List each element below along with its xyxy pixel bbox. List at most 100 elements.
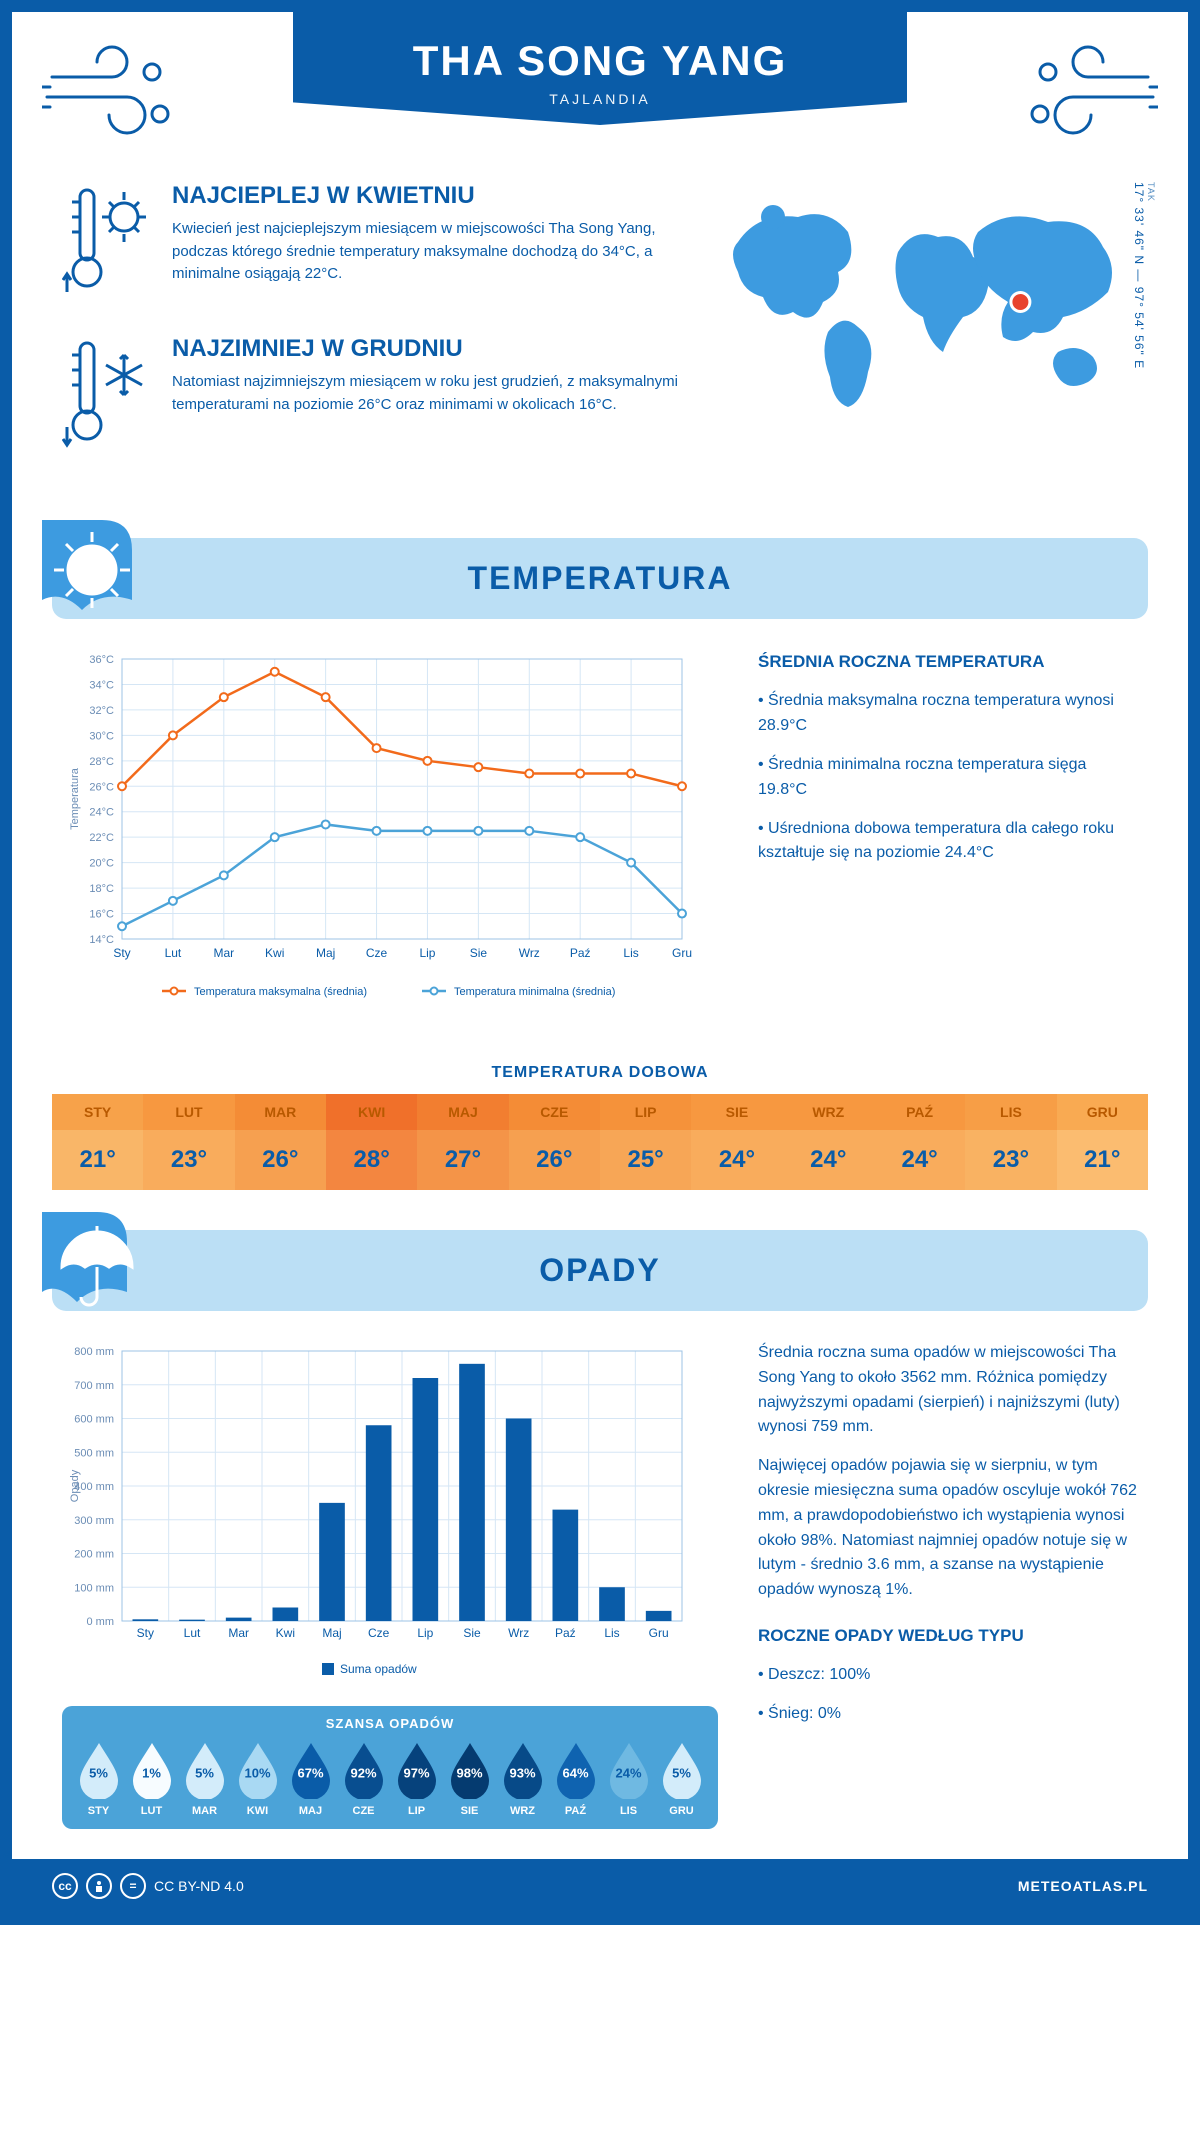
daily-temp-value: 28°	[326, 1130, 417, 1190]
svg-text:28°C: 28°C	[89, 756, 114, 768]
coldest-block: NAJZIMNIEJ W GRUDNIU Natomiast najzimnie…	[62, 335, 688, 460]
daily-temp-value: 23°	[965, 1130, 1056, 1190]
rain-chance-cell: 24% LIS	[602, 1741, 655, 1817]
rain-chance-value: 5%	[195, 1765, 214, 1780]
brand: METEOATLAS.PL	[1018, 1878, 1148, 1894]
rain-chance-cell: 5% GRU	[655, 1741, 708, 1817]
daily-temp-value: 21°	[52, 1130, 143, 1190]
svg-text:Gru: Gru	[649, 1626, 669, 1640]
rain-chance-value: 93%	[509, 1765, 535, 1780]
rain-chance-cell: 1% LUT	[125, 1741, 178, 1817]
raindrop-icon: 1%	[129, 1741, 175, 1799]
svg-text:Mar: Mar	[213, 946, 234, 960]
rain-chance-cell: 10% KWI	[231, 1741, 284, 1817]
rain-chance-value: 10%	[244, 1765, 270, 1780]
daily-temp-month: LUT	[143, 1094, 234, 1130]
umbrella-icon	[42, 1212, 162, 1322]
svg-text:Kwi: Kwi	[276, 1626, 295, 1640]
svg-text:Lip: Lip	[419, 946, 435, 960]
thermometer-snow-icon	[62, 335, 152, 460]
by-icon	[86, 1873, 112, 1899]
temp-bullet: • Uśredniona dobowa temperatura dla całe…	[758, 817, 1138, 867]
raindrop-icon: 5%	[76, 1741, 122, 1799]
rain-chance-value: 67%	[297, 1765, 323, 1780]
daily-temp-value: 26°	[509, 1130, 600, 1190]
daily-temp-cell: CZE 26°	[509, 1094, 600, 1190]
svg-text:Lip: Lip	[417, 1626, 433, 1640]
daily-temp-value: 23°	[143, 1130, 234, 1190]
rain-side: Średnia roczna suma opadów w miejscowośc…	[758, 1341, 1138, 1829]
temp-body: 14°C16°C18°C20°C22°C24°C26°C28°C30°C32°C…	[12, 649, 1188, 1044]
rain-chance-cell: 67% MAJ	[284, 1741, 337, 1817]
nd-icon: =	[120, 1873, 146, 1899]
rain-chance-value: 64%	[562, 1765, 588, 1780]
svg-text:34°C: 34°C	[89, 679, 114, 691]
daily-temp-month: SIE	[691, 1094, 782, 1130]
temp-chart: 14°C16°C18°C20°C22°C24°C26°C28°C30°C32°C…	[62, 649, 718, 1014]
svg-text:Cze: Cze	[366, 946, 388, 960]
raindrop-icon: 93%	[500, 1741, 546, 1799]
svg-text:200 mm: 200 mm	[74, 1549, 114, 1561]
page-title: THA SONG YANG	[413, 37, 788, 85]
daily-temp-cell: LIP 25°	[600, 1094, 691, 1190]
rain-chance-cell: 5% MAR	[178, 1741, 231, 1817]
daily-temp-cell: SIE 24°	[691, 1094, 782, 1190]
rain-chance-value: 92%	[350, 1765, 376, 1780]
rain-chance-cell: 98% SIE	[443, 1741, 496, 1817]
daily-temp-month: KWI	[326, 1094, 417, 1130]
rain-chance-month: GRU	[655, 1805, 708, 1817]
daily-temp-value: 21°	[1057, 1130, 1148, 1190]
daily-temp-month: MAJ	[417, 1094, 508, 1130]
raindrop-icon: 5%	[182, 1741, 228, 1799]
rain-type: • Śnieg: 0%	[758, 1702, 1138, 1727]
page-subtitle: TAJLANDIA	[413, 91, 788, 107]
rain-section-header: OPADY	[52, 1230, 1148, 1311]
rain-chance-value: 1%	[142, 1765, 161, 1780]
svg-text:Sty: Sty	[137, 1626, 154, 1640]
svg-text:Lis: Lis	[604, 1626, 619, 1640]
svg-text:Gru: Gru	[672, 946, 692, 960]
rain-chance-value: 5%	[89, 1765, 108, 1780]
thermometer-sun-icon	[62, 182, 152, 307]
intro-row: NAJCIEPLEJ W KWIETNIU Kwiecień jest najc…	[12, 172, 1188, 518]
wind-icon	[1018, 42, 1158, 142]
raindrop-icon: 98%	[447, 1741, 493, 1799]
coldest-title: NAJZIMNIEJ W GRUDNIU	[172, 335, 688, 363]
svg-text:Temperatura minimalna (średnia: Temperatura minimalna (średnia)	[454, 986, 615, 998]
warmest-body: Kwiecień jest najcieplejszym miesiącem w…	[172, 218, 688, 286]
svg-text:26°C: 26°C	[89, 781, 114, 793]
coldest-body: Natomiast najzimniejszym miesiącem w rok…	[172, 371, 688, 416]
svg-text:30°C: 30°C	[89, 730, 114, 742]
rain-chance-month: CZE	[337, 1805, 390, 1817]
svg-text:Maj: Maj	[316, 946, 335, 960]
page: THA SONG YANG TAJLANDIA	[0, 0, 1200, 1925]
daily-temp-value: 26°	[235, 1130, 326, 1190]
svg-text:Sie: Sie	[470, 946, 488, 960]
rain-chance-month: LUT	[125, 1805, 178, 1817]
rain-chance-cell: 64% PAŹ	[549, 1741, 602, 1817]
rain-chance-month: WRZ	[496, 1805, 549, 1817]
svg-text:700 mm: 700 mm	[74, 1380, 114, 1392]
daily-temp-cell: LIS 23°	[965, 1094, 1056, 1190]
temp-bullet: • Średnia minimalna roczna temperatura s…	[758, 753, 1138, 803]
svg-text:100 mm: 100 mm	[74, 1582, 114, 1594]
daily-temp-table: STY 21°LUT 23°MAR 26°KWI 28°MAJ 27°CZE 2…	[52, 1094, 1148, 1190]
daily-temp-cell: STY 21°	[52, 1094, 143, 1190]
svg-text:Paź: Paź	[570, 946, 591, 960]
svg-text:0 mm: 0 mm	[87, 1616, 115, 1628]
daily-temp-title: TEMPERATURA DOBOWA	[12, 1064, 1188, 1082]
rain-chance-title: SZANSA OPADÓW	[72, 1716, 708, 1731]
daily-temp-month: LIS	[965, 1094, 1056, 1130]
world-map: TAK 17° 33' 46" N — 97° 54' 56" E	[718, 182, 1138, 488]
rain-paragraph: Średnia roczna suma opadów w miejscowośc…	[758, 1341, 1138, 1440]
license: cc = CC BY-ND 4.0	[52, 1873, 244, 1899]
raindrop-icon: 97%	[394, 1741, 440, 1799]
rain-paragraph: Najwięcej opadów pojawia się w sierpniu,…	[758, 1454, 1138, 1603]
rain-body: 0 mm100 mm200 mm300 mm400 mm500 mm600 mm…	[12, 1341, 1188, 1859]
daily-temp-value: 25°	[600, 1130, 691, 1190]
svg-text:Wrz: Wrz	[519, 946, 540, 960]
wind-icon	[42, 42, 182, 142]
sun-icon	[42, 520, 162, 630]
footer: cc = CC BY-ND 4.0 METEOATLAS.PL	[12, 1859, 1188, 1913]
daily-temp-cell: PAŹ 24°	[874, 1094, 965, 1190]
